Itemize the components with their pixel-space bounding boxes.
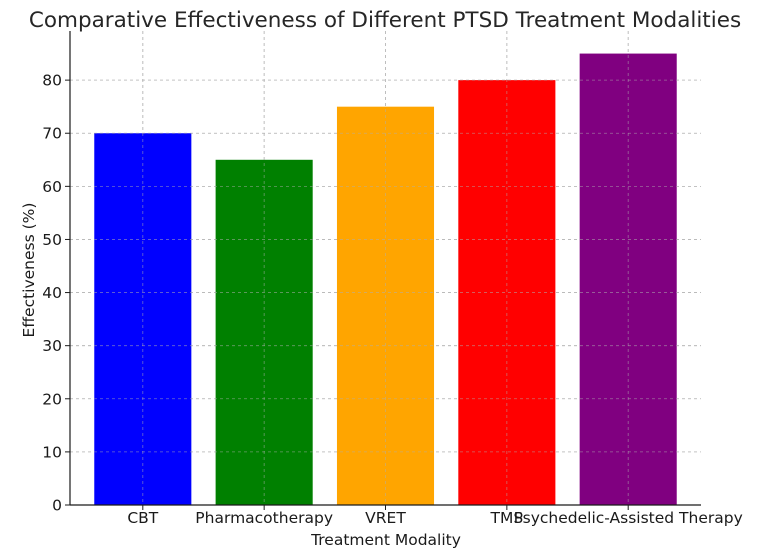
tick-labels: 0 10 20 30 40 50 60 70 80 CBT Pharmacotherapy VRET T… xyxy=(42,72,743,527)
bar xyxy=(336,106,435,506)
x-tick-label: CBT xyxy=(127,509,158,527)
chart-title: Comparative Effectiveness of Different P… xyxy=(29,8,741,33)
y-tick-label: 10 xyxy=(42,443,62,461)
x-tick-label: Pharmacotherapy xyxy=(195,509,333,527)
y-tick-label: 50 xyxy=(42,231,62,249)
y-tick-label: 20 xyxy=(42,390,62,408)
y-tick-label: 30 xyxy=(42,337,62,355)
y-tick-label: 70 xyxy=(42,125,62,143)
y-tick-label: 40 xyxy=(42,284,62,302)
x-tick-label: Psychedelic-Assisted Therapy xyxy=(514,509,743,527)
y-tick-label: 0 xyxy=(52,497,62,515)
x-tick-label: TMS xyxy=(490,509,524,527)
y-axis-label: Effectiveness (%) xyxy=(20,203,38,338)
x-tick-label: VRET xyxy=(365,509,406,527)
y-tick-label: 60 xyxy=(42,178,62,196)
x-axis-label: Treatment Modality xyxy=(310,531,461,549)
axes xyxy=(65,31,701,510)
y-tick-label: 80 xyxy=(42,72,62,90)
